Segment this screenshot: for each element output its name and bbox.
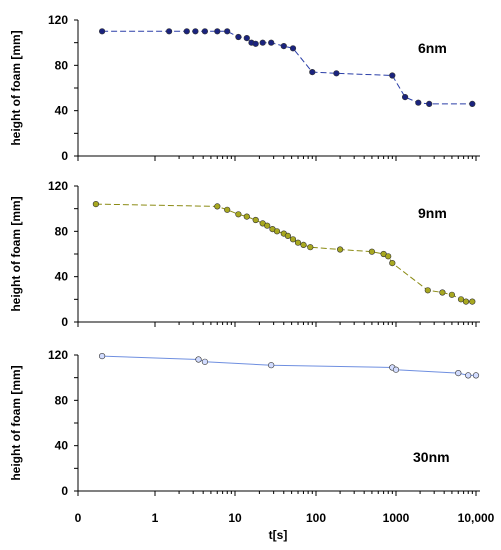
data-point — [201, 358, 208, 365]
panel-label: 6nm — [418, 40, 447, 56]
chart-panel-30nm: 0 40 80 120 0 1 10 100 1000 10,000 height of foa… — [9, 348, 495, 542]
data-point — [243, 34, 250, 42]
data-point — [457, 296, 465, 303]
data-point — [98, 28, 106, 35]
series-line — [95, 203, 473, 303]
data-point — [201, 28, 208, 35]
data-point — [252, 216, 259, 224]
x-tick-label: 1 — [152, 511, 159, 525]
data-point — [392, 366, 400, 373]
data-point — [333, 70, 340, 77]
data-point — [289, 45, 297, 52]
data-point — [243, 213, 250, 220]
data-point — [224, 28, 231, 35]
x-tick-label: 0 — [75, 511, 82, 525]
y-axis-title: height of foam [mm] — [9, 30, 23, 145]
y-axis-title: height of foam [mm] — [9, 365, 23, 480]
data-point — [469, 100, 476, 107]
data-point — [214, 28, 221, 35]
data-point — [300, 241, 307, 248]
data-point — [284, 232, 292, 239]
data-point — [309, 68, 316, 76]
data-point — [415, 99, 422, 106]
y-tick-label: 80 — [55, 224, 69, 238]
data-point — [424, 287, 431, 294]
data-point — [224, 206, 231, 213]
data-point — [273, 228, 281, 235]
data-point — [280, 42, 287, 50]
x-tick-label: 1000 — [383, 511, 410, 525]
data-point — [92, 201, 99, 208]
y-tick-label: 120 — [48, 13, 68, 27]
y-tick-label: 40 — [55, 104, 69, 118]
y-tick-label: 0 — [61, 315, 68, 329]
data-point — [268, 362, 275, 369]
y-tick-label: 40 — [55, 439, 69, 453]
data-point — [235, 33, 242, 41]
data-point — [337, 246, 344, 253]
data-point — [469, 298, 476, 305]
data-point — [259, 39, 266, 46]
y-tick-label: 120 — [48, 348, 68, 362]
data-point — [166, 28, 173, 35]
data-point — [192, 28, 199, 35]
y-tick-label: 0 — [61, 484, 68, 498]
data-point — [98, 353, 106, 360]
data-point — [389, 260, 396, 267]
y-tick-label: 40 — [55, 270, 69, 284]
x-tick-label: 10 — [228, 511, 242, 525]
data-point — [402, 93, 409, 101]
series-line — [102, 30, 473, 105]
data-point — [289, 236, 297, 243]
y-tick-label: 0 — [61, 149, 68, 163]
y-axis-title: height of foam [mm] — [9, 196, 23, 311]
data-point — [307, 244, 314, 251]
data-point — [252, 40, 259, 47]
data-point — [183, 28, 190, 35]
y-tick-label: 120 — [48, 179, 68, 193]
data-point — [264, 222, 271, 229]
series-line — [102, 355, 476, 376]
x-tick-label: 10,000 — [458, 511, 495, 525]
data-point — [235, 211, 242, 218]
data-point — [294, 239, 302, 246]
data-point — [385, 253, 392, 260]
data-point — [439, 289, 446, 296]
data-point — [465, 372, 472, 379]
chart-panel-6nm: 0 40 80 120 height of foam [mm] 6nm — [9, 13, 480, 163]
data-point — [426, 100, 433, 107]
chart-panel-9nm: 0 40 80 120 height of foam [mm] 9nm — [9, 179, 480, 329]
y-tick-label: 80 — [55, 393, 69, 407]
x-tick-label: 100 — [306, 511, 326, 525]
x-axis-title: t[s] — [269, 528, 288, 542]
data-point — [389, 72, 396, 79]
data-point — [462, 298, 470, 305]
panel-label: 30nm — [413, 449, 450, 465]
y-tick-label: 80 — [55, 58, 69, 72]
data-point — [268, 39, 275, 46]
data-point — [195, 356, 202, 363]
data-point — [368, 248, 376, 255]
data-point — [448, 291, 456, 298]
data-point — [472, 372, 480, 379]
data-point — [214, 203, 221, 210]
data-point — [455, 370, 462, 377]
panel-label: 9nm — [418, 205, 447, 221]
